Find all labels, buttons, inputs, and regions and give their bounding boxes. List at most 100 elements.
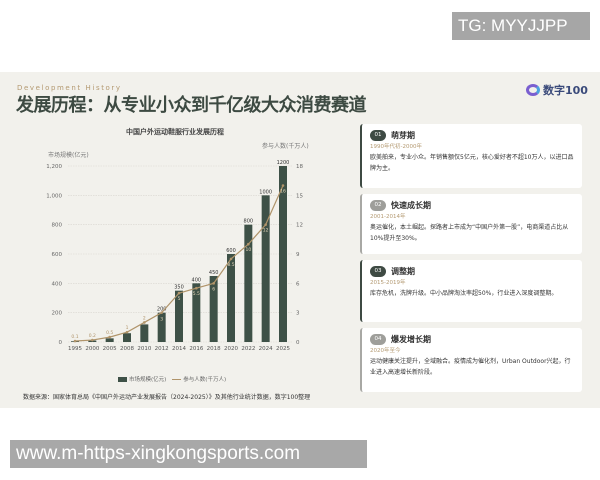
bar-label: 1000 [259,189,272,195]
logo-text: 数字100 [543,84,588,97]
stage-years: 2015-2019年 [370,280,406,286]
logo: 数字100 [526,82,588,98]
y-tick-right: 0 [296,340,300,346]
eyebrow: Development History [17,84,122,92]
line-label: 0.2 [89,333,96,339]
line-point [281,184,285,187]
x-tick: 2024 [259,346,273,352]
bar [279,166,287,342]
stage-desc: 库存危机，洗牌升级。中小品牌淘汰率超50%，行业进入深度调整期。 [370,290,558,297]
y-tick-left: 800 [52,223,63,229]
page-title: 发展历程：从专业小众到千亿级大众消费赛道 [16,95,367,116]
stage-years: 2020年至今 [370,348,401,354]
stage-number: 01 [370,130,386,141]
line-label: 6 [212,286,215,292]
bar [244,224,253,342]
stage-card-4: 04 爆发增长期 2020年至今 运动健康关注提升，全域融合。疫情成为催化剂，Ur… [360,328,582,392]
x-tick: 2012 [155,346,169,352]
stage-desc: 欧美舶来，专业小众。年销售额仅5亿元，核心爱好者不超10万人，以进口品牌为主。 [370,154,574,172]
stage-name: 爆发增长期 [391,335,431,344]
stage-desc: 运动健康关注提升，全域融合。疫情成为催化剂，Urban Outdoor兴起，行业… [370,358,571,376]
y-tick-right: 18 [296,164,303,170]
y-tick-right: 15 [296,193,303,199]
bar [261,195,270,342]
line-point [73,339,77,343]
bar [105,338,114,342]
x-tick: 2010 [137,346,151,352]
bar-label: 200 [157,307,167,313]
line-label: 16 [280,189,286,195]
y-tick-left: 0 [59,340,63,346]
line-label: 10 [245,247,251,253]
line-label: 1 [126,325,129,331]
bar-label: 350 [174,285,184,291]
line-label: 12 [263,228,269,234]
x-tick: 2016 [189,346,203,352]
stage-card-3: 03 调整期 2015-2019年 库存危机，洗牌升级。中小品牌淘汰率超50%，行… [360,260,582,322]
y-tick-left: 400 [52,281,63,287]
line-label: 5.5 [193,291,200,297]
line-label: 2 [143,315,146,321]
stage-years: 2001-2014年 [370,214,406,220]
line-point [247,242,250,246]
line-label: 5 [178,296,181,302]
stage-name: 萌芽期 [391,131,415,140]
line-point [108,335,111,339]
stage-card-2: 02 快速成长期 2001-2014年 奥运催化，本土崛起。探路者上市成为“中国户… [360,194,582,254]
y-tick-right: 9 [296,252,300,258]
line-point [177,291,181,295]
y-tick-left: 600 [52,252,63,258]
line-point [195,286,198,290]
bar [227,254,235,342]
bar [209,276,218,342]
stage-number: 04 [370,334,386,345]
bar-label: 600 [226,248,236,254]
stage-name: 调整期 [391,267,415,276]
stage-number: 02 [370,200,386,211]
y-tick-left: 1,000 [46,193,62,199]
x-tick: 2025 [276,346,290,352]
bar-label: 450 [209,270,219,276]
y-tick-right: 3 [296,311,300,317]
y-tick-right: 6 [296,281,300,287]
x-tick: 2020 [224,346,238,352]
line-point [91,338,94,342]
bar-label: 400 [192,277,202,283]
line-point [143,321,146,324]
y-axis-right-label: 参与人数(千万人) [262,143,309,150]
source-note: 数据来源：国家体育总局《中国户外运动产业发展报告（2024-2025）》及其他行… [23,394,311,401]
y-tick-left: 1,200 [46,164,62,170]
url-banner: www.m-https-xingkongsports.com [10,440,367,468]
legend-bar: 市场规模(亿元) [118,377,166,384]
y-tick-right: 12 [296,223,303,229]
stage-name: 快速成长期 [391,201,431,210]
y-axis-left-label: 市场规模(亿元) [48,152,89,159]
bar [157,312,166,342]
y-tick-left: 200 [52,311,63,317]
stage-card-1: 01 萌芽期 1990年代初-2000年 欧美舶来，专业小众。年销售额仅5亿元，核… [360,124,582,188]
watermark: TG: MYYJJPP [452,12,590,40]
line-label: 3 [160,317,163,323]
bar [175,290,183,342]
line-point [125,330,129,334]
x-tick: 2018 [207,346,221,352]
x-tick: 1995 [68,346,82,352]
x-tick: 2000 [85,346,99,352]
bar-label: 1200 [277,160,290,166]
x-tick: 2008 [120,346,134,352]
bar [140,324,149,342]
line-point [229,257,233,261]
bar-label: 800 [244,219,254,225]
bar [192,283,201,342]
line-point [160,311,163,314]
logo-icon [526,84,540,96]
line-label: 8.5 [227,262,234,268]
legend: 市场规模(亿元) 参与人数(千万人) [118,377,226,384]
x-tick: 2022 [241,346,255,352]
stage-number: 03 [370,266,386,277]
stage-years: 1990年代初-2000年 [370,144,422,150]
bar [123,333,131,342]
x-tick: 2014 [172,346,186,352]
legend-line: 参与人数(千万人) [172,377,226,384]
